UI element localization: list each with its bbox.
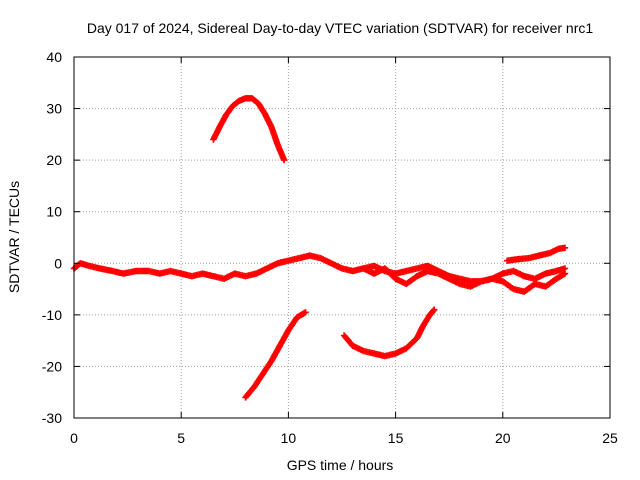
grid [74,57,610,418]
y-tick-label: 40 [46,49,62,65]
y-tick-label: 0 [54,255,62,271]
series-main-band [70,252,569,285]
data-point [430,307,437,314]
y-axis-label: SDTVAR / TECUs [6,181,22,293]
x-axis-label: GPS time / hours [287,457,394,473]
data-point [431,306,438,313]
plot-frame [73,56,611,419]
data-point [280,156,288,164]
y-tick-label: 30 [46,101,62,117]
y-tick-label: 20 [46,152,62,168]
data-layer [70,95,569,401]
x-tick-label: 20 [495,430,511,446]
x-tick-label: 10 [281,430,297,446]
x-tick-label: 5 [177,430,185,446]
y-tick-label: -20 [42,358,62,374]
data-point [302,309,309,316]
series-arc-low-dip [340,306,438,360]
y-tick-label: -10 [42,307,62,323]
chart-title: Day 017 of 2024, Sidereal Day-to-day VTE… [87,20,593,36]
x-tick-label: 15 [388,430,404,446]
y-tick-label: 10 [46,204,62,220]
series-arc-high [210,95,288,164]
x-tick-label: 0 [70,430,78,446]
data-point [561,270,569,277]
series-lower-band [360,265,569,295]
series-late-rise [503,244,569,264]
y-tick-label: -30 [42,410,62,426]
ticks: 0 5 10 15 20 25 -30 -20 -10 0 10 20 30 40 [42,49,618,446]
data-point [561,244,569,251]
series-arc-low-rising [242,309,309,401]
x-tick-label: 25 [602,430,618,446]
